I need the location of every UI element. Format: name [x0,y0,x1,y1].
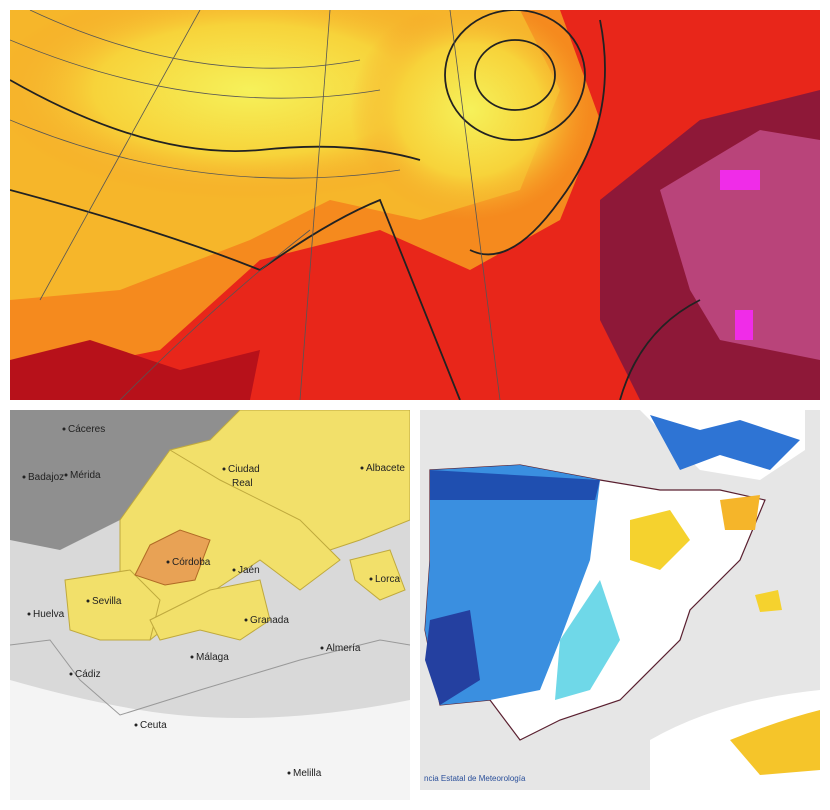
map-credit: ncia Estatal de Meteorología [424,774,526,783]
city-label: Jaén [238,565,260,576]
warning-map: Cáceres Badajoz Mérida Ciudad Real Albacete Có… [10,410,410,800]
city-label: Badajoz [28,472,64,483]
city-label: Huelva [33,609,65,620]
city-label: Ceuta [140,720,167,731]
city-dot [27,612,31,616]
city-label: Córdoba [172,557,211,568]
city-label: Sevilla [92,596,122,607]
city-dot [134,723,138,727]
synoptic-map [10,10,820,400]
city-dot [190,655,194,659]
city-label: Real [232,478,253,489]
city-dot [222,467,226,471]
city-dot [244,618,248,622]
city-dot [64,473,68,477]
city-label: Ciudad [228,464,260,475]
city-label: Mérida [70,470,101,481]
city-dot [86,599,90,603]
city-label: Granada [250,615,289,626]
city-label: Cáceres [68,424,105,435]
city-dot [232,568,236,572]
city-dot [320,646,324,650]
city-dot [166,560,170,564]
city-dot [369,577,373,581]
city-dot [69,672,73,676]
city-label: Melilla [293,768,322,779]
city-label: Almería [326,643,361,654]
city-dot [360,466,364,470]
anomaly-map: ncia Estatal de Meteorología [420,410,820,790]
city-dot [287,771,291,775]
city-dot [62,427,66,431]
city-label: Cádiz [75,669,101,680]
city-dot [22,475,26,479]
city-label: Málaga [196,652,229,663]
city-label: Albacete [366,463,405,474]
city-labels: Cáceres Badajoz Mérida Ciudad Real Albacete Có… [22,424,405,779]
city-label: Lorca [375,574,400,585]
